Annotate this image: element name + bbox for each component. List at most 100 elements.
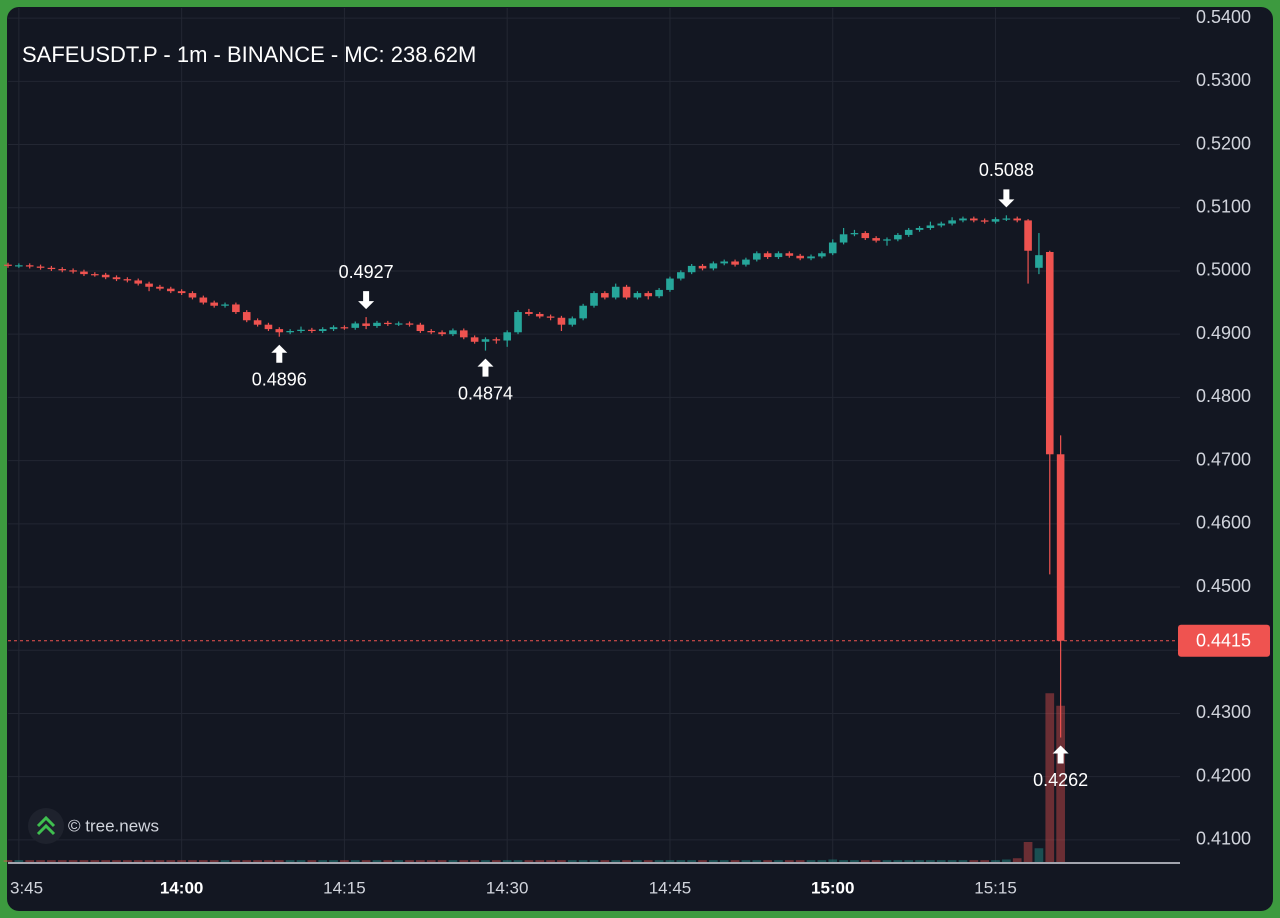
candle-body xyxy=(709,263,718,269)
y-tick-label: 0.4900 xyxy=(1196,323,1251,343)
volume-bar xyxy=(1034,848,1044,862)
volume-bar xyxy=(719,860,729,862)
volume-bar xyxy=(198,860,208,862)
volume-bar xyxy=(405,860,414,862)
candle-body xyxy=(405,323,414,325)
volume-bar xyxy=(90,860,100,862)
high-marker-arrow xyxy=(358,291,375,310)
chart-title: SAFEUSDT.P - 1m - BINANCE - MC: 238.62M xyxy=(22,42,476,67)
volume-bar xyxy=(991,860,1000,862)
candle-body xyxy=(459,330,468,338)
y-tick-label: 0.4200 xyxy=(1196,765,1251,785)
volume-bar xyxy=(926,860,935,862)
candle-body xyxy=(25,265,34,267)
candle-body xyxy=(698,265,707,269)
candle-body xyxy=(69,270,77,272)
volume-bar xyxy=(274,860,284,862)
candle-body xyxy=(807,256,815,259)
candle-body xyxy=(622,286,631,298)
volume-bar xyxy=(155,860,165,862)
candle-body xyxy=(4,264,12,266)
volume-bar xyxy=(426,860,436,862)
candle-body xyxy=(449,330,457,335)
candle-body xyxy=(861,233,870,239)
volume-bar xyxy=(557,860,566,862)
candle-body xyxy=(872,238,880,241)
volume-bar xyxy=(665,860,675,862)
candle-body xyxy=(590,293,598,306)
volume-bar xyxy=(752,860,762,862)
candle-body xyxy=(525,312,533,314)
volume-bar xyxy=(177,860,186,862)
candle-body xyxy=(373,322,381,326)
volume-bar xyxy=(524,860,534,862)
candle-body xyxy=(731,261,739,265)
low-marker-arrow xyxy=(477,358,494,377)
volume-bar xyxy=(112,860,121,862)
y-tick-label: 0.5000 xyxy=(1196,260,1251,280)
volume-bar xyxy=(817,860,827,862)
volume-bar xyxy=(329,860,338,862)
volume-bar xyxy=(741,860,751,862)
volume-bar xyxy=(871,860,881,862)
y-tick-label: 0.5300 xyxy=(1196,70,1251,90)
candle-body xyxy=(970,218,978,221)
volume-bar xyxy=(958,860,968,862)
candle-body xyxy=(720,261,729,264)
candle-body xyxy=(416,324,425,332)
candle-body xyxy=(438,332,446,335)
volume-bar xyxy=(850,860,859,862)
high-marker-arrow xyxy=(998,189,1015,208)
candle-body xyxy=(308,329,316,332)
volume-bar xyxy=(698,860,707,862)
candle-body xyxy=(546,316,555,318)
low-marker-label: 0.4874 xyxy=(458,383,513,403)
candle-body xyxy=(839,234,848,243)
volume-bar xyxy=(350,860,360,862)
volume-bar xyxy=(687,860,697,862)
candle-body xyxy=(156,286,164,289)
candle-body xyxy=(253,320,262,325)
candle-body xyxy=(579,305,587,319)
volume-bar xyxy=(285,860,295,862)
volume-bar xyxy=(980,860,990,862)
volume-bar xyxy=(68,860,78,862)
volume-bar xyxy=(893,860,903,862)
candle-body xyxy=(557,317,566,325)
high-marker-label: 0.5088 xyxy=(979,160,1034,180)
candle-body xyxy=(427,331,436,333)
volume-bar xyxy=(763,860,772,862)
candle-body xyxy=(1035,255,1043,268)
low-marker-label: 0.4262 xyxy=(1033,770,1088,790)
volume-bar xyxy=(795,860,805,862)
volume-bar xyxy=(589,860,599,862)
x-tick-label: 15:00 xyxy=(811,878,854,897)
volume-bar xyxy=(513,860,523,862)
candle-body xyxy=(915,227,924,230)
candle-body xyxy=(188,293,197,298)
candle-body xyxy=(535,313,544,317)
volume-bar xyxy=(882,860,892,862)
y-tick-label: 0.4500 xyxy=(1196,576,1251,596)
volume-bar xyxy=(915,860,924,862)
volume-bar xyxy=(1023,842,1033,862)
volume-bar xyxy=(242,860,252,862)
volume-bar xyxy=(166,860,176,862)
volume-bar xyxy=(774,860,783,862)
x-tick-label: 14:00 xyxy=(160,878,203,897)
candle-body xyxy=(1024,220,1032,251)
candle-body xyxy=(80,271,88,275)
candle-body xyxy=(1002,218,1011,220)
candle-body xyxy=(470,337,479,342)
volume-bar xyxy=(144,860,154,862)
candle-body xyxy=(514,312,522,333)
candle-body xyxy=(112,277,121,280)
volume-bar xyxy=(437,860,447,862)
x-tick-label: 14:45 xyxy=(649,878,692,897)
volume-bar xyxy=(611,860,621,862)
volume-bar xyxy=(622,860,631,862)
volume-bar xyxy=(806,860,816,862)
volume-bar xyxy=(709,860,718,862)
candle-body xyxy=(264,324,273,330)
